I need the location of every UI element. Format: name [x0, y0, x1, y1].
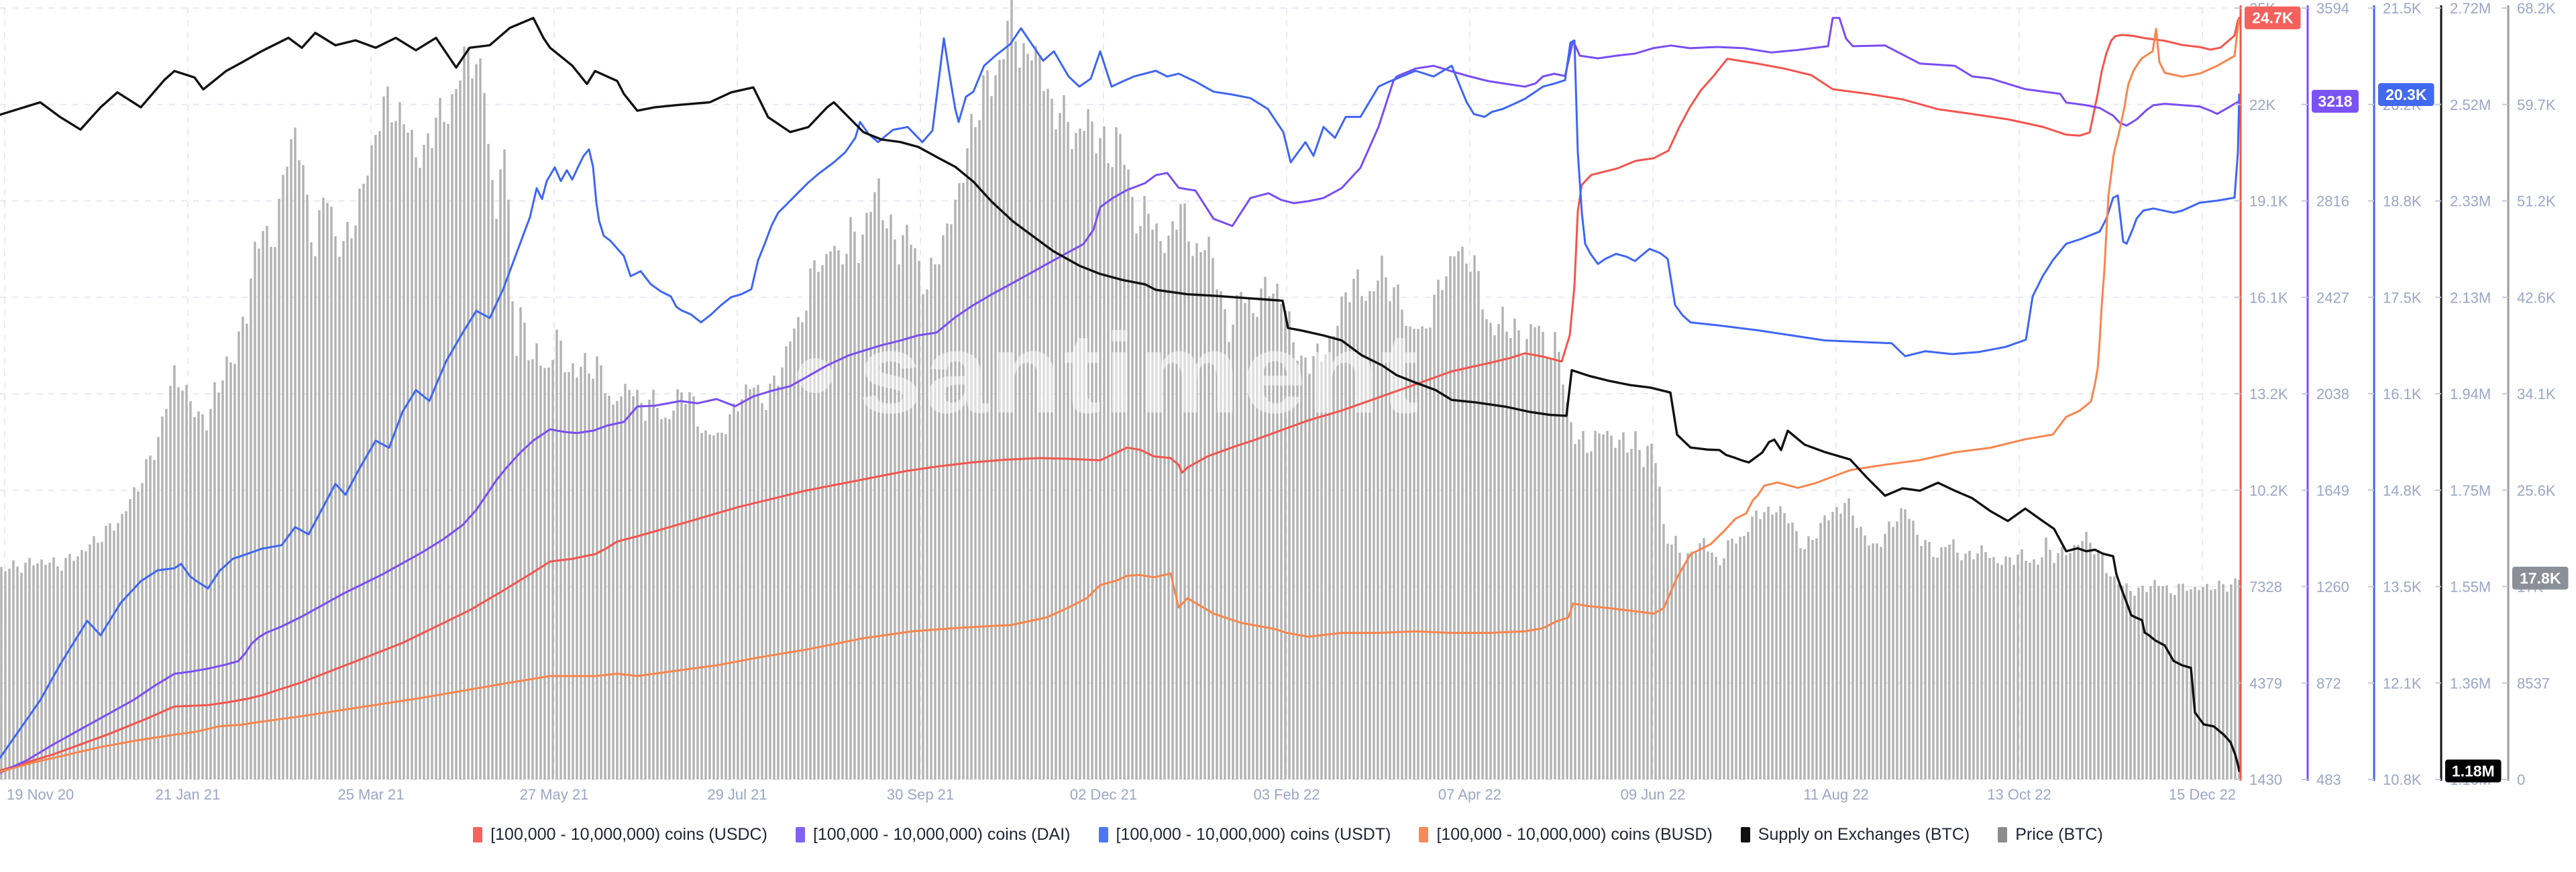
legend-busd-swatch: [1419, 827, 1429, 842]
tick-label-usdc: 10.2K: [2249, 482, 2288, 499]
y-axis-usdt: 21.5K20.2K18.8K17.5K16.1K14.8K13.5K12.1K…: [2368, 0, 2422, 788]
tick-label-usdc: 4379: [2249, 675, 2282, 692]
series-busd_hidden: [0, 18, 2241, 773]
series-dai: [0, 17, 2241, 774]
svg-text:3218: 3218: [2318, 93, 2352, 110]
tick-label-btc-price: 34.1K: [2517, 386, 2556, 402]
legend-dai-swatch: [795, 827, 805, 842]
svg-text:1.18M: 1.18M: [2452, 762, 2495, 779]
tick-label-btc-supply: 2.72M: [2450, 0, 2491, 17]
tick-label-dai: 872: [2316, 675, 2341, 692]
tick-label-btc-price: 25.6K: [2517, 482, 2556, 499]
price-bar-path: [0, 0, 2241, 779]
legend-usdt-swatch: [1098, 827, 1108, 842]
tick-label-dai: 2038: [2316, 386, 2349, 402]
value-badge-usdc: 24.7K: [2245, 6, 2301, 30]
tick-label-usdt: 18.8K: [2383, 193, 2422, 210]
series-usdt: [0, 27, 2241, 759]
tick-label-usdt: 13.5K: [2383, 579, 2422, 596]
legend-dai[interactable]: [100,000 - 10,000,000) coins (DAI): [795, 825, 1071, 844]
legend-price-btc-label: Price (BTC): [2015, 825, 2103, 844]
tick-label-btc-price: 68.2K: [2517, 0, 2556, 17]
date-label: 29 Jul 21: [707, 786, 767, 803]
tick-label-usdt: 17.5K: [2383, 289, 2422, 306]
series-btc-supply: [0, 17, 2241, 773]
tick-label-dai: 3594: [2316, 0, 2349, 17]
tick-label-usdc: 19.1K: [2249, 193, 2288, 210]
date-label: 27 May 21: [520, 786, 589, 803]
tick-label-btc-price: 51.2K: [2517, 193, 2556, 210]
date-label: 09 Jun 22: [1621, 786, 1686, 803]
tick-label-dai: 1260: [2316, 579, 2349, 596]
value-badge-btc-price: 17.8K: [2512, 566, 2569, 590]
date-label: 07 Apr 22: [1438, 786, 1501, 803]
legend-price-btc-swatch: [1998, 827, 2008, 842]
legend-dai-label: [100,000 - 10,000,000) coins (DAI): [812, 825, 1071, 844]
y-axis-btc-supply: 2.72M 2.52M 2.33M 2.13M 1.94M 1.75M 1.55M 1.36M…: [2435, 0, 2491, 788]
tick-label-usdc: 13.2K: [2249, 386, 2288, 402]
legend-supply-btc-swatch: [1740, 827, 1750, 842]
tick-label-usdt: 21.5K: [2383, 0, 2422, 17]
date-label: 21 Jan 21: [156, 786, 221, 803]
legend-price-btc[interactable]: Price (BTC): [1998, 825, 2103, 844]
tick-label-dai: 2427: [2316, 289, 2349, 306]
tick-label-usdt: 16.1K: [2383, 386, 2422, 402]
y-axis-dai: 3594320528162427203816491260872483: [2302, 0, 2349, 788]
svg-text:20.3K: 20.3K: [2385, 86, 2427, 103]
chart-legend: [100,000 - 10,000,000) coins (USDC) [100,…: [0, 825, 2576, 844]
value-badge-usdt: 20.3K: [2378, 83, 2434, 106]
legend-supply-btc[interactable]: Supply on Exchanges (BTC): [1740, 825, 1970, 844]
tick-label-btc-supply: 1.36M: [2450, 675, 2491, 692]
date-label: 03 Feb 22: [1253, 786, 1320, 803]
tick-label-usdc: 7328: [2249, 579, 2282, 596]
btc-price-bars: [0, 0, 2241, 779]
tick-label-btc-supply: 1.75M: [2450, 482, 2491, 499]
svg-text:17.8K: 17.8K: [2520, 569, 2561, 587]
svg-text:santiment: santiment: [859, 310, 1421, 437]
date-label: 15 Dec 22: [2169, 786, 2236, 803]
tick-label-usdc: 22K: [2249, 97, 2275, 113]
svg-text:24.7K: 24.7K: [2252, 9, 2294, 27]
tick-label-usdc: 1430: [2249, 771, 2282, 788]
legend-usdt[interactable]: [100,000 - 10,000,000) coins (USDT): [1098, 825, 1391, 844]
date-label: 11 Aug 22: [1803, 786, 1868, 803]
tick-label-dai: 1649: [2316, 482, 2349, 499]
santiment-watermark: santiment: [798, 310, 1421, 437]
date-label: 13 Oct 22: [1987, 786, 2051, 803]
tick-label-dai: 2816: [2316, 193, 2349, 210]
tick-label-btc-supply: 1.55M: [2450, 579, 2491, 596]
tick-label-btc-supply: 2.52M: [2450, 97, 2491, 113]
legend-usdt-label: [100,000 - 10,000,000) coins (USDT): [1116, 825, 1391, 844]
tick-label-btc-price: 8537: [2517, 675, 2550, 692]
tick-label-btc-supply: 2.13M: [2450, 289, 2491, 306]
tick-label-btc-price: 59.7K: [2517, 97, 2556, 113]
series-usdc: [0, 17, 2241, 772]
legend-busd[interactable]: [100,000 - 10,000,000) coins (BUSD): [1419, 825, 1713, 844]
legend-busd-label: [100,000 - 10,000,000) coins (BUSD): [1436, 825, 1713, 844]
tick-label-btc-supply: 2.33M: [2450, 193, 2491, 210]
legend-supply-btc-label: Supply on Exchanges (BTC): [1758, 825, 1970, 844]
date-label: 19 Nov 20: [7, 786, 74, 803]
tick-label-usdt: 14.8K: [2383, 482, 2422, 499]
tick-label-btc-supply: 1.94M: [2450, 386, 2491, 402]
legend-usdc-swatch: [473, 827, 483, 842]
date-label: 30 Sep 21: [887, 786, 954, 803]
tick-label-usdt: 12.1K: [2383, 675, 2422, 692]
legend-usdc-label: [100,000 - 10,000,000) coins (USDC): [490, 825, 767, 844]
date-label: 25 Mar 21: [337, 786, 404, 803]
tick-label-usdt: 10.8K: [2383, 771, 2422, 788]
date-label: 02 Dec 21: [1070, 786, 1137, 803]
tick-label-usdc: 16.1K: [2249, 289, 2288, 306]
value-badge-dai: 3218: [2312, 89, 2359, 113]
tick-label-btc-price: 42.6K: [2517, 289, 2556, 306]
value-badge-btc-supply: 1.18M: [2445, 759, 2502, 783]
tick-label-dai: 483: [2316, 771, 2341, 788]
legend-usdc[interactable]: [100,000 - 10,000,000) coins (USDC): [473, 825, 767, 844]
tick-label-btc-price: 0: [2517, 771, 2525, 788]
